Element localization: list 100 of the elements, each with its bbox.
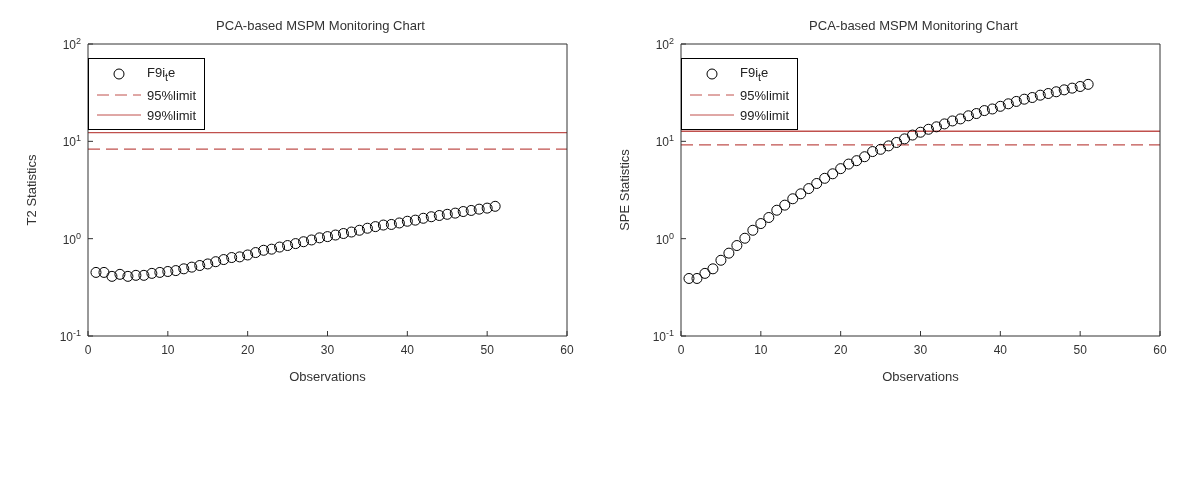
point [891,136,903,148]
point [1058,84,1070,96]
point [723,247,735,259]
point [202,258,214,270]
point [194,260,206,271]
x-tick-label: 0 [84,342,92,357]
y-tick-label: 10$^{0}$ [62,230,81,247]
point [377,219,389,231]
point [298,236,310,248]
point [1082,78,1094,90]
y-tick-label: 10$^{-1}$ [59,328,81,344]
point [234,251,246,263]
y-tick-label: 10$^{-1}$ [652,328,674,344]
point [345,226,357,238]
point [867,146,879,158]
point [747,224,759,236]
point [1026,92,1038,104]
point [266,243,278,255]
point [1074,80,1086,92]
point [691,272,703,284]
point [843,158,855,170]
x-tick-label: 40 [400,342,415,357]
point [763,212,775,223]
x-axis-title: Observations [882,369,960,384]
point [1034,89,1046,101]
point [922,123,934,135]
x-tick-label: 40 [993,342,1008,357]
point [819,172,831,184]
point [1002,98,1014,110]
point [385,218,397,230]
legend-label: 99%limit [147,107,197,123]
point [218,254,230,266]
point [962,110,974,122]
point [739,232,751,244]
point [146,267,158,279]
point [827,168,839,180]
point [715,254,727,266]
point [978,105,990,117]
point [322,231,333,243]
point [811,177,823,189]
chart-title: PCA-based MSPM Monitoring Chart [809,18,1019,33]
point [489,200,501,212]
x-tick-label: 50 [480,342,495,357]
point [306,234,318,246]
point [242,249,254,261]
point [883,140,895,152]
y-tick-label: 10$^{1}$ [62,133,81,150]
point [1010,95,1022,107]
x-tick-label: 20 [240,342,255,357]
point [329,229,341,241]
point [683,272,695,284]
point [154,266,166,278]
legend-label: F9i$_{t}$e [147,65,176,83]
point [1066,82,1078,94]
point [186,261,198,273]
x-tick-label: 30 [913,342,928,357]
point [946,115,958,127]
x-tick-label: 60 [1153,342,1167,357]
point [178,263,190,275]
point [449,207,461,219]
point [433,210,445,221]
point [314,232,326,244]
point [90,266,102,278]
point [417,212,429,224]
x-tick-label: 10 [161,342,175,357]
point [1050,86,1062,98]
point [1042,88,1054,100]
point [250,247,262,259]
point [353,224,365,236]
point [369,221,381,233]
legend-label: 99%limit [740,107,790,123]
point [771,204,783,216]
point [994,100,1006,112]
point [699,267,711,279]
legend-label: F9i$_{t}$e [740,65,769,83]
chart-title: PCA-based MSPM Monitoring Chart [216,18,426,33]
point [970,108,982,120]
point [851,155,863,167]
point [779,199,791,211]
y-axis-title: T2 Statistics [23,154,39,226]
point [795,188,807,200]
y-tick-label: 10$^{1}$ [655,133,674,150]
point [409,214,421,226]
y-tick-label: 10$^{0}$ [655,230,674,247]
point [441,208,453,220]
y-tick-label: 10$^{2}$ [62,36,81,52]
point [755,218,767,230]
x-tick-label: 30 [320,342,335,357]
point [899,133,911,145]
point [938,118,950,130]
point [986,103,998,115]
point [98,266,110,278]
point [930,121,942,133]
point [401,215,413,227]
point [210,256,222,268]
point [290,238,302,250]
point [473,203,485,215]
point [457,206,469,218]
point [803,183,815,195]
point [465,204,477,216]
